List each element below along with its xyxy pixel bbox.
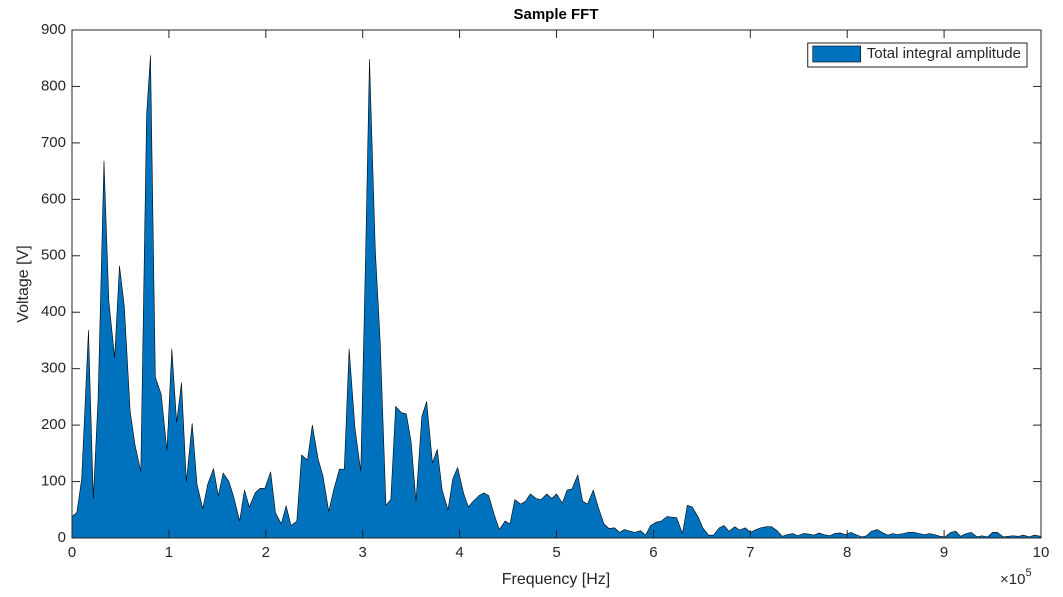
legend: Total integral amplitude: [807, 42, 1028, 68]
x-tick-label: 2: [262, 544, 270, 561]
y-tick-label: 700: [41, 134, 66, 151]
y-tick-label: 400: [41, 303, 66, 320]
x-exponent-power: 5: [1025, 567, 1031, 579]
y-tick-label: 600: [41, 190, 66, 207]
x-tick-label: 8: [843, 544, 851, 561]
x-tick-label: 5: [552, 544, 560, 561]
x-axis-label: Frequency [Hz]: [502, 571, 610, 588]
y-tick-label: 100: [41, 473, 66, 490]
y-tick-label: 0: [58, 529, 66, 546]
chart-title: Sample FFT: [513, 6, 598, 23]
x-exponent: ×105: [1000, 567, 1032, 588]
y-tick-label: 800: [41, 77, 66, 94]
x-tick-label: 1: [165, 544, 173, 561]
x-tick-label: 7: [746, 544, 754, 561]
y-tick-label: 200: [41, 416, 66, 433]
y-axis-label: Voltage [V]: [15, 245, 32, 322]
x-tick-label: 10: [1033, 544, 1050, 561]
x-tick-label: 4: [455, 544, 463, 561]
area: [71, 55, 1042, 539]
x-tick-label: 3: [359, 544, 367, 561]
x-tick-label: 0: [68, 544, 76, 561]
x-exponent-base: ×10: [1000, 571, 1025, 588]
y-tick-label: 900: [41, 21, 66, 38]
x-tick-label: 6: [649, 544, 657, 561]
legend-swatch: [812, 45, 862, 63]
axes-box: [71, 29, 1042, 539]
x-tick-label: 9: [940, 544, 948, 561]
legend-label: Total integral amplitude: [867, 45, 1021, 62]
y-tick-label: 500: [41, 247, 66, 264]
y-tick-label: 300: [41, 360, 66, 377]
